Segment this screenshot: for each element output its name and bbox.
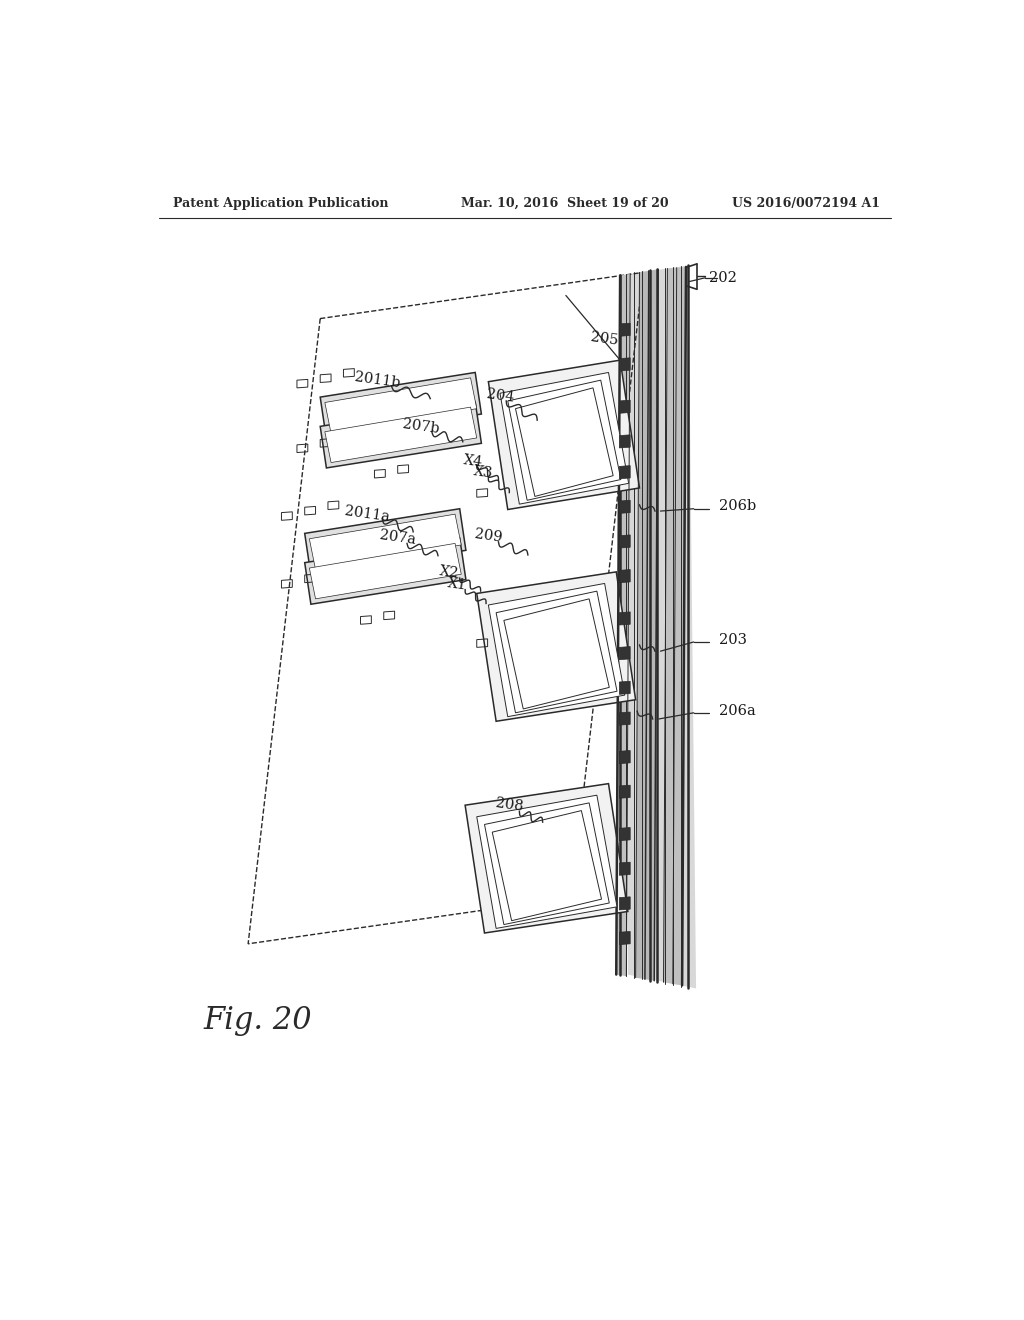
Polygon shape <box>636 269 658 981</box>
Polygon shape <box>620 785 630 799</box>
Polygon shape <box>500 372 629 504</box>
Text: US 2016/0072194 A1: US 2016/0072194 A1 <box>732 197 880 210</box>
Text: 206b: 206b <box>719 499 756 513</box>
Polygon shape <box>620 711 630 725</box>
Text: 207a: 207a <box>379 528 417 548</box>
Polygon shape <box>620 323 630 337</box>
Polygon shape <box>664 267 686 985</box>
Text: 202: 202 <box>710 271 737 285</box>
Polygon shape <box>620 400 630 413</box>
Text: 2011a: 2011a <box>343 504 390 524</box>
Polygon shape <box>477 795 617 928</box>
Polygon shape <box>620 570 630 582</box>
Text: 207b: 207b <box>401 417 440 436</box>
Text: X1: X1 <box>446 576 468 593</box>
Text: Fig. 20: Fig. 20 <box>204 1006 312 1036</box>
Polygon shape <box>620 612 630 626</box>
Polygon shape <box>465 784 628 933</box>
Text: Patent Application Publication: Patent Application Publication <box>173 197 388 210</box>
Polygon shape <box>620 466 630 479</box>
Polygon shape <box>616 275 630 977</box>
Polygon shape <box>309 544 461 599</box>
Polygon shape <box>325 407 477 462</box>
Polygon shape <box>620 647 630 660</box>
Polygon shape <box>488 583 625 717</box>
Polygon shape <box>621 265 696 989</box>
Polygon shape <box>321 401 481 469</box>
Polygon shape <box>620 434 630 447</box>
Text: 203: 203 <box>719 632 746 647</box>
Polygon shape <box>620 500 630 513</box>
Polygon shape <box>477 572 636 721</box>
Text: 2011b: 2011b <box>353 370 401 391</box>
Text: 206a: 206a <box>719 705 756 718</box>
Text: X4: X4 <box>462 453 483 470</box>
Text: 205: 205 <box>590 330 620 348</box>
Polygon shape <box>620 896 630 909</box>
Text: 209: 209 <box>473 527 503 545</box>
Polygon shape <box>620 932 630 945</box>
Text: 204: 204 <box>485 387 515 404</box>
Polygon shape <box>620 358 630 371</box>
Polygon shape <box>620 681 630 694</box>
Text: Mar. 10, 2016  Sheet 19 of 20: Mar. 10, 2016 Sheet 19 of 20 <box>461 197 669 210</box>
Polygon shape <box>309 515 461 570</box>
Text: 208: 208 <box>495 796 524 814</box>
Text: X3: X3 <box>472 465 494 480</box>
Text: X2: X2 <box>439 565 461 581</box>
Polygon shape <box>488 360 640 510</box>
Polygon shape <box>620 828 630 841</box>
Polygon shape <box>620 751 630 763</box>
Polygon shape <box>305 539 466 605</box>
Polygon shape <box>305 508 466 576</box>
Polygon shape <box>620 862 630 875</box>
Polygon shape <box>321 372 481 438</box>
Polygon shape <box>620 535 630 548</box>
Polygon shape <box>325 378 477 433</box>
